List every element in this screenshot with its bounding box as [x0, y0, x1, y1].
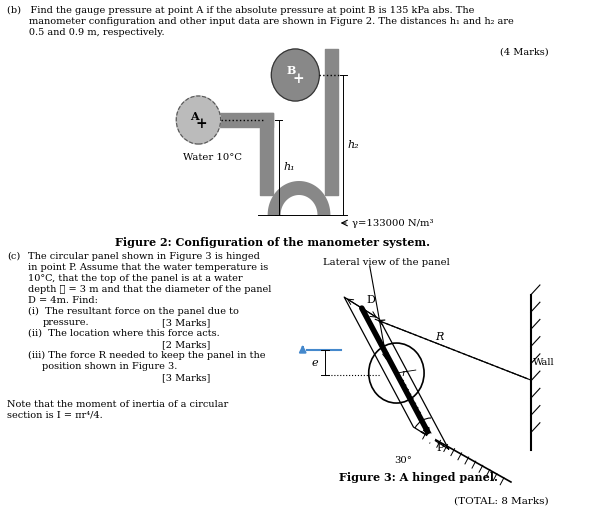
Text: R: R: [435, 332, 443, 341]
Text: 30°: 30°: [394, 456, 412, 465]
Text: P: P: [436, 443, 444, 453]
Text: [3 Marks]: [3 Marks]: [161, 373, 210, 382]
Text: h₁: h₁: [284, 163, 295, 173]
Text: γ=133000 N/m³: γ=133000 N/m³: [352, 218, 433, 228]
Text: [3 Marks]: [3 Marks]: [161, 318, 210, 327]
Text: (ii)  The location where this force acts.: (ii) The location where this force acts.: [28, 329, 220, 338]
Text: +: +: [293, 72, 304, 86]
Text: Note that the moment of inertia of a circular: Note that the moment of inertia of a cir…: [7, 400, 229, 409]
Text: Lateral view of the panel: Lateral view of the panel: [323, 258, 450, 267]
Text: position shown in Figure 3.: position shown in Figure 3.: [43, 362, 178, 371]
Circle shape: [427, 434, 435, 442]
Text: Wall: Wall: [533, 358, 555, 367]
Text: in point P. Assume that the water temperature is: in point P. Assume that the water temper…: [28, 263, 268, 272]
Text: A: A: [190, 111, 199, 122]
Text: Water 10°C: Water 10°C: [183, 153, 242, 163]
Text: section is I = πr⁴/4.: section is I = πr⁴/4.: [7, 411, 103, 420]
Text: manometer configuration and other input data are shown in Figure 2. The distance: manometer configuration and other input …: [7, 17, 514, 26]
Text: D = 4m. Find:: D = 4m. Find:: [28, 296, 98, 305]
Text: h₂: h₂: [348, 140, 359, 150]
Text: (4 Marks): (4 Marks): [500, 48, 548, 57]
Text: e: e: [312, 357, 318, 368]
Text: [2 Marks]: [2 Marks]: [161, 340, 210, 349]
Circle shape: [272, 49, 319, 101]
PathPatch shape: [268, 181, 330, 215]
Text: B: B: [287, 65, 296, 77]
Text: r: r: [401, 369, 406, 377]
Text: (iii) The force R needed to keep the panel in the: (iii) The force R needed to keep the pan…: [28, 351, 265, 360]
Text: pressure.: pressure.: [43, 318, 89, 327]
Text: (c): (c): [7, 252, 20, 261]
Text: 0.5 and 0.9 m, respectively.: 0.5 and 0.9 m, respectively.: [7, 28, 165, 37]
Circle shape: [176, 96, 220, 144]
Text: D: D: [367, 295, 375, 305]
Text: (b)   Find the gauge pressure at point A if the absolute pressure at point B is : (b) Find the gauge pressure at point A i…: [7, 6, 475, 15]
Text: The circular panel shown in Figure 3 is hinged: The circular panel shown in Figure 3 is …: [28, 252, 259, 261]
Text: Figure 3: A hinged panel.: Figure 3: A hinged panel.: [339, 472, 497, 483]
Text: Figure 2: Configuration of the manometer system.: Figure 2: Configuration of the manometer…: [115, 237, 430, 248]
Text: 10°C, that the top of the panel is at a water: 10°C, that the top of the panel is at a …: [28, 274, 243, 283]
Text: (i)  The resultant force on the panel due to: (i) The resultant force on the panel due…: [28, 307, 238, 316]
Text: +: +: [196, 117, 207, 131]
Text: depth ℓ = 3 m and that the diameter of the panel: depth ℓ = 3 m and that the diameter of t…: [28, 285, 271, 294]
Text: (TOTAL: 8 Marks): (TOTAL: 8 Marks): [453, 497, 548, 506]
